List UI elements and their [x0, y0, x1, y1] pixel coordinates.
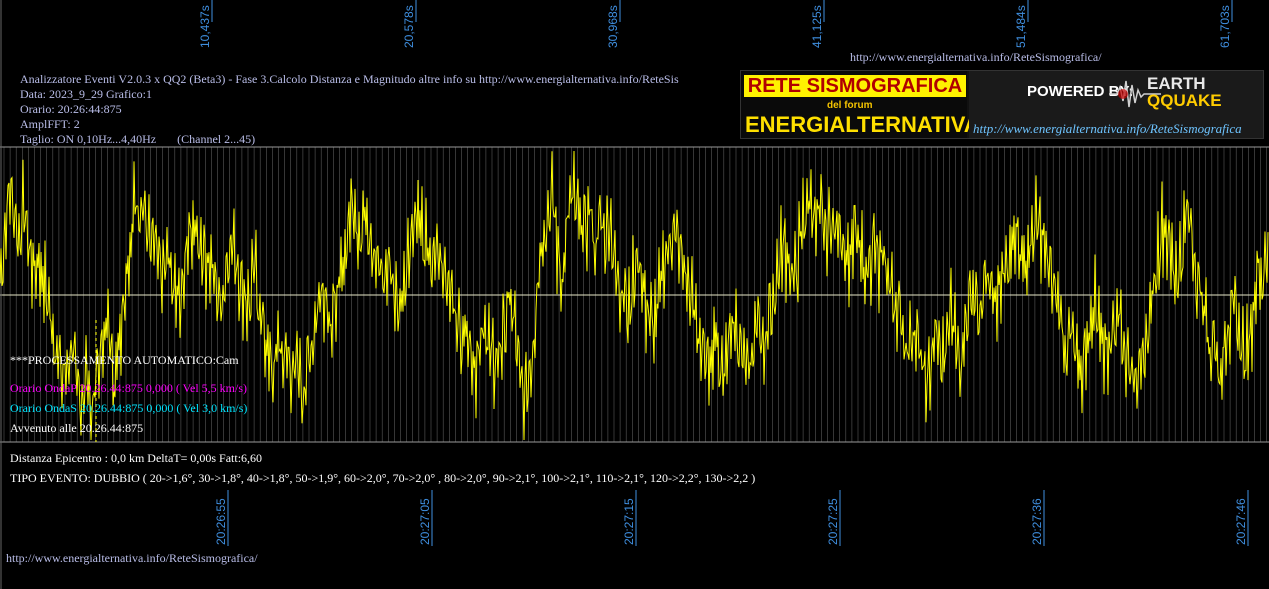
- logo-right-panel: POWERED BY: EARTH QQUAKE http://www.ener…: [969, 71, 1263, 138]
- bottom-tick-label: 20:27:46: [1234, 498, 1248, 545]
- bottom-tick-label: 20:27:05: [418, 498, 432, 545]
- logo-url: http://www.energialternativa.info/ReteSi…: [973, 121, 1242, 136]
- logo-title: RETE SISMOGRAFICA: [744, 75, 966, 97]
- epicenter-distance: Distanza Epicentro : 0,0 km DeltaT= 0,00…: [10, 451, 263, 465]
- processing-status: ***PROCESSAMENTO AUTOMATICO:Cam: [10, 353, 239, 367]
- top-tick-label: 10,437s: [198, 5, 212, 48]
- bottom-tick-label: 20:27:15: [622, 498, 636, 545]
- header-date: Data: 2023_9_29 Grafico:1: [20, 87, 152, 101]
- header-time: Orario: 20:26:44:875: [20, 102, 122, 116]
- event-type: TIPO EVENTO: DUBBIO ( 20->1,6°, 30->1,8°…: [10, 471, 756, 485]
- top-tick-label: 61,703s: [1218, 5, 1232, 48]
- bottom-tick-label: 20:27:25: [826, 498, 840, 545]
- onda-p-time: Orario OndaP 20.26.44:875 0,000 ( Vel 5,…: [10, 381, 247, 395]
- logo-subtitle: del forum: [827, 100, 873, 111]
- earthquake-brand: EARTH QQUAKE: [1147, 74, 1222, 110]
- top-tick-label: 20,578s: [402, 5, 416, 48]
- top-tick-label: 30,968s: [606, 5, 620, 48]
- rete-sismografica-logo[interactable]: RETE SISMOGRAFICA del forum ENERGIALTERN…: [740, 70, 1264, 139]
- top-axis-ticks: 10,437s 20,578s 30,968s 41,125s 51,484s 61,70…: [198, 0, 1233, 48]
- logo-main-text: ENERGIALTERNATIVA: [745, 112, 980, 137]
- top-tick-label: 41,125s: [810, 5, 824, 48]
- bottom-tick-label: 20:26:55: [214, 498, 228, 545]
- bottom-axis-ticks: 20:26:55 20:27:05 20:27:15 20:27:25 20:27:36…: [214, 490, 1249, 546]
- logo-left-panel: RETE SISMOGRAFICA del forum ENERGIALTERN…: [741, 71, 980, 138]
- header-ampl: AmplFFT: 2: [20, 117, 80, 131]
- seismograph-icon: [1109, 80, 1161, 108]
- top-url-link[interactable]: http://www.energialternativa.info/ReteSi…: [850, 50, 1102, 64]
- seismic-trace: [0, 150, 1269, 441]
- header-filter: Taglio: ON 0,10Hz...4,40Hz (Channel 2...…: [20, 132, 256, 146]
- bottom-url-link[interactable]: http://www.energialternativa.info/ReteSi…: [6, 551, 258, 565]
- powered-by-label: POWERED BY:: [1027, 83, 1134, 100]
- bottom-tick-label: 20:27:36: [1030, 498, 1044, 545]
- onda-s-time: Orario OndaS 20.26.44:875 0,000 ( Vel 3,…: [10, 401, 248, 415]
- top-tick-label: 51,484s: [1014, 5, 1028, 48]
- event-time: Avvenuto alle 20.26.44:875: [10, 421, 144, 435]
- header-title: Analizzatore Eventi V2.0.3 x QQ2 (Beta3)…: [20, 72, 679, 86]
